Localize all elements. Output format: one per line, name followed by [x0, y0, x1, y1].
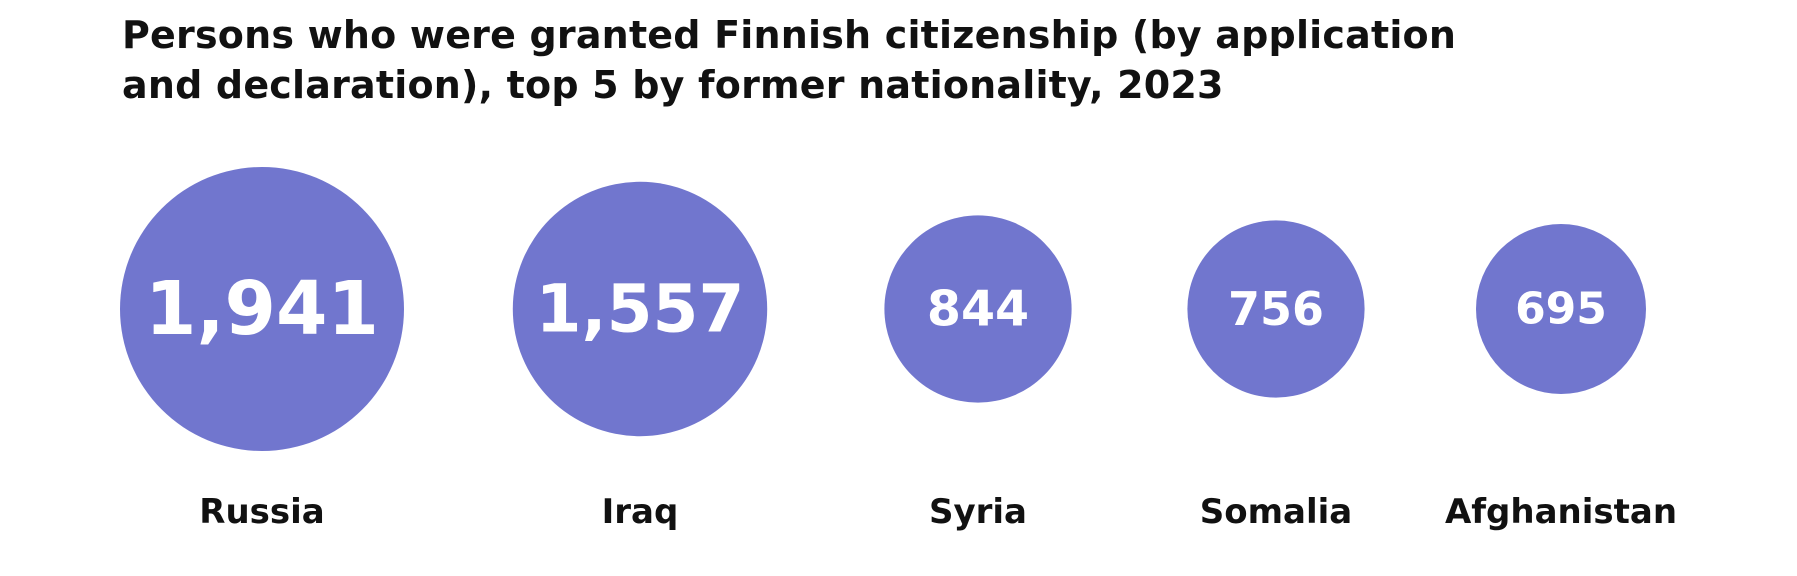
- bubble-iraq: [512, 181, 768, 437]
- chart-title: Persons who were granted Finnish citizen…: [122, 13, 1457, 107]
- bubble-group-afghanistan: 695 Afghanistan: [1445, 224, 1677, 532]
- category-label-syria: Syria: [929, 492, 1027, 532]
- bubble-somalia: [1187, 220, 1365, 398]
- category-label-iraq: Iraq: [602, 492, 679, 532]
- bubble-russia: [120, 167, 404, 451]
- bubble-syria: [884, 215, 1072, 403]
- bubble-group-somalia: 756 Somalia: [1187, 220, 1365, 532]
- category-label-afghanistan: Afghanistan: [1445, 492, 1677, 532]
- data-label-somalia: 756: [1228, 282, 1324, 336]
- bubble-group-russia: 1,941 Russia: [120, 167, 404, 532]
- bubble-group-iraq: 1,557 Iraq: [512, 181, 768, 532]
- bubble-afghanistan: [1476, 224, 1646, 394]
- bubble-group-syria: 844 Syria: [884, 215, 1072, 532]
- category-label-somalia: Somalia: [1200, 492, 1352, 532]
- data-label-russia: 1,941: [145, 266, 379, 352]
- data-label-syria: 844: [927, 281, 1029, 338]
- data-label-afghanistan: 695: [1515, 284, 1607, 335]
- category-label-russia: Russia: [199, 492, 324, 532]
- data-label-iraq: 1,557: [536, 271, 745, 348]
